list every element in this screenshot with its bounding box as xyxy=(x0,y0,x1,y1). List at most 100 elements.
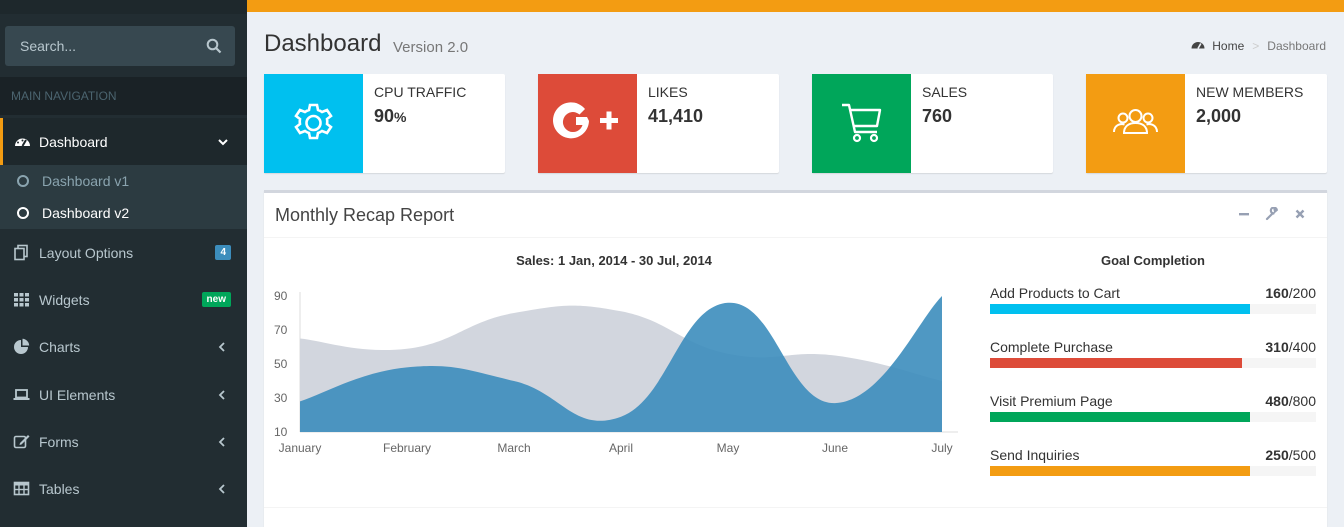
chevron-left-icon xyxy=(217,482,227,494)
chevron-down-icon xyxy=(217,135,228,147)
x-tick-label: January xyxy=(279,441,322,455)
search-input[interactable] xyxy=(5,26,205,66)
y-tick-label: 90 xyxy=(274,289,288,303)
sidebar-item-tables[interactable]: Tables xyxy=(0,465,247,512)
info-box-sales: SALES 760 xyxy=(812,74,1053,173)
gear-icon xyxy=(264,74,363,173)
table-icon xyxy=(13,480,30,497)
goal-label: Complete Purchase xyxy=(990,339,1113,355)
sales-area-chart: 10 30 50 70 90 January February March April May Ju… xyxy=(274,289,958,455)
goal-value-number: 160 xyxy=(1265,285,1289,301)
x-tick-label: June xyxy=(822,441,848,455)
chevron-left-icon xyxy=(217,388,227,400)
info-box-value: 90% xyxy=(374,106,406,127)
dashboard-icon xyxy=(14,133,31,150)
progress-track xyxy=(990,304,1316,314)
info-box-value: 41,410 xyxy=(648,106,704,126)
pie-chart-icon xyxy=(13,338,30,355)
progress-fill xyxy=(990,412,1250,422)
page-subtitle: Version 2.0 xyxy=(393,39,469,56)
info-box-label: SALES xyxy=(922,84,968,100)
search-icon[interactable] xyxy=(206,38,222,54)
page-title: Dashboard xyxy=(264,30,382,57)
info-box-label: NEW MEMBERS xyxy=(1196,84,1304,100)
sidebar-item-label: Charts xyxy=(39,338,81,355)
monthly-recap-panel: Monthly Recap Report Sales: 1 Jan, 2014 … xyxy=(264,190,1327,527)
goal-value-number: 480 xyxy=(1265,393,1289,409)
wrench-icon[interactable] xyxy=(1265,206,1279,221)
circle-icon xyxy=(17,175,29,187)
sidebar-item-charts[interactable]: Charts xyxy=(0,323,247,370)
new-badge: new xyxy=(201,292,231,307)
goal-value: 250/500 xyxy=(1265,447,1316,463)
goal-value: 480/800 xyxy=(1265,393,1316,409)
chevron-left-icon xyxy=(217,435,227,447)
info-box-cpu-traffic: CPU TRAFFIC 90% xyxy=(264,74,505,173)
progress-track xyxy=(990,466,1316,476)
sidebar-item-forms[interactable]: Forms xyxy=(0,418,247,465)
submenu-item-dashboard-v1[interactable]: Dashboard v1 xyxy=(0,165,247,197)
progress-track xyxy=(990,358,1316,368)
sidebar-submenu: Dashboard v1 Dashboard v2 xyxy=(0,165,247,229)
panel-divider xyxy=(264,237,1327,238)
progress-fill xyxy=(990,304,1250,314)
info-box-value: 760 xyxy=(922,106,953,126)
y-tick-label: 10 xyxy=(274,425,288,439)
area-series-2 xyxy=(300,296,942,432)
panel-title: Monthly Recap Report xyxy=(275,205,455,225)
breadcrumb-current: Dashboard xyxy=(1267,38,1326,53)
submenu-label: Dashboard v2 xyxy=(42,205,130,221)
top-navbar xyxy=(247,0,1344,12)
info-box-likes: LIKES 41,410 xyxy=(538,74,779,173)
goal-total: /200 xyxy=(1288,285,1316,301)
goal-value-number: 310 xyxy=(1265,339,1289,355)
minus-icon[interactable] xyxy=(1237,207,1251,221)
goal-value: 160/200 xyxy=(1265,285,1316,301)
sidebar-user-panel xyxy=(0,0,247,14)
info-box-label: CPU TRAFFIC xyxy=(374,84,467,100)
y-tick-label: 70 xyxy=(274,323,288,337)
x-tick-label: May xyxy=(717,441,740,455)
info-box-label: LIKES xyxy=(648,84,688,100)
google-plus-icon xyxy=(538,74,637,173)
progress-fill xyxy=(990,466,1250,476)
x-tick-label: March xyxy=(497,441,530,455)
x-tick-label: February xyxy=(383,441,431,455)
sidebar-item-label: Forms xyxy=(39,433,79,450)
sidebar-item-label: Layout Options xyxy=(39,244,134,261)
value-unit: % xyxy=(394,109,407,125)
th-icon xyxy=(13,291,30,308)
sidebar-item-ui-elements[interactable]: UI Elements xyxy=(0,371,247,418)
close-icon[interactable] xyxy=(1293,207,1307,221)
laptop-icon xyxy=(13,386,30,403)
breadcrumb-home-link[interactable]: Home xyxy=(1212,38,1245,53)
chart-title: Sales: 1 Jan, 2014 - 30 Jul, 2014 xyxy=(516,253,712,268)
count-badge: 4 xyxy=(215,245,231,260)
sidebar: MAIN NAVIGATION Dashboard Dashboard v1 D… xyxy=(0,0,247,527)
sidebar-item-layout-options[interactable]: Layout Options 4 xyxy=(0,229,247,276)
info-box-new-members: NEW MEMBERS 2,000 xyxy=(1086,74,1327,173)
edit-icon xyxy=(13,433,30,450)
submenu-item-dashboard-v2[interactable]: Dashboard v2 xyxy=(0,197,247,229)
sidebar-item-dashboard[interactable]: Dashboard xyxy=(0,118,247,165)
info-box-value: 2,000 xyxy=(1196,106,1242,126)
sidebar-item-label: Tables xyxy=(39,480,80,497)
files-icon xyxy=(13,244,30,261)
circle-icon xyxy=(17,207,29,219)
y-tick-label: 30 xyxy=(274,391,288,405)
goal-value-number: 250 xyxy=(1265,447,1289,463)
submenu-label: Dashboard v1 xyxy=(42,173,130,189)
sidebar-item-label: Dashboard xyxy=(39,133,108,150)
people-icon xyxy=(1086,74,1185,173)
sidebar-item-widgets[interactable]: Widgets new xyxy=(0,276,247,323)
progress-track xyxy=(990,412,1316,422)
sidebar-item-label: Widgets xyxy=(39,291,90,308)
value-number: 90 xyxy=(374,106,395,126)
cart-icon xyxy=(812,74,911,173)
goal-total: /500 xyxy=(1288,447,1316,463)
dashboard-icon xyxy=(1191,38,1205,53)
goal-total: /800 xyxy=(1288,393,1316,409)
panel-footer-divider xyxy=(264,507,1327,508)
goal-label: Add Products to Cart xyxy=(990,285,1120,301)
y-tick-label: 50 xyxy=(274,357,288,371)
